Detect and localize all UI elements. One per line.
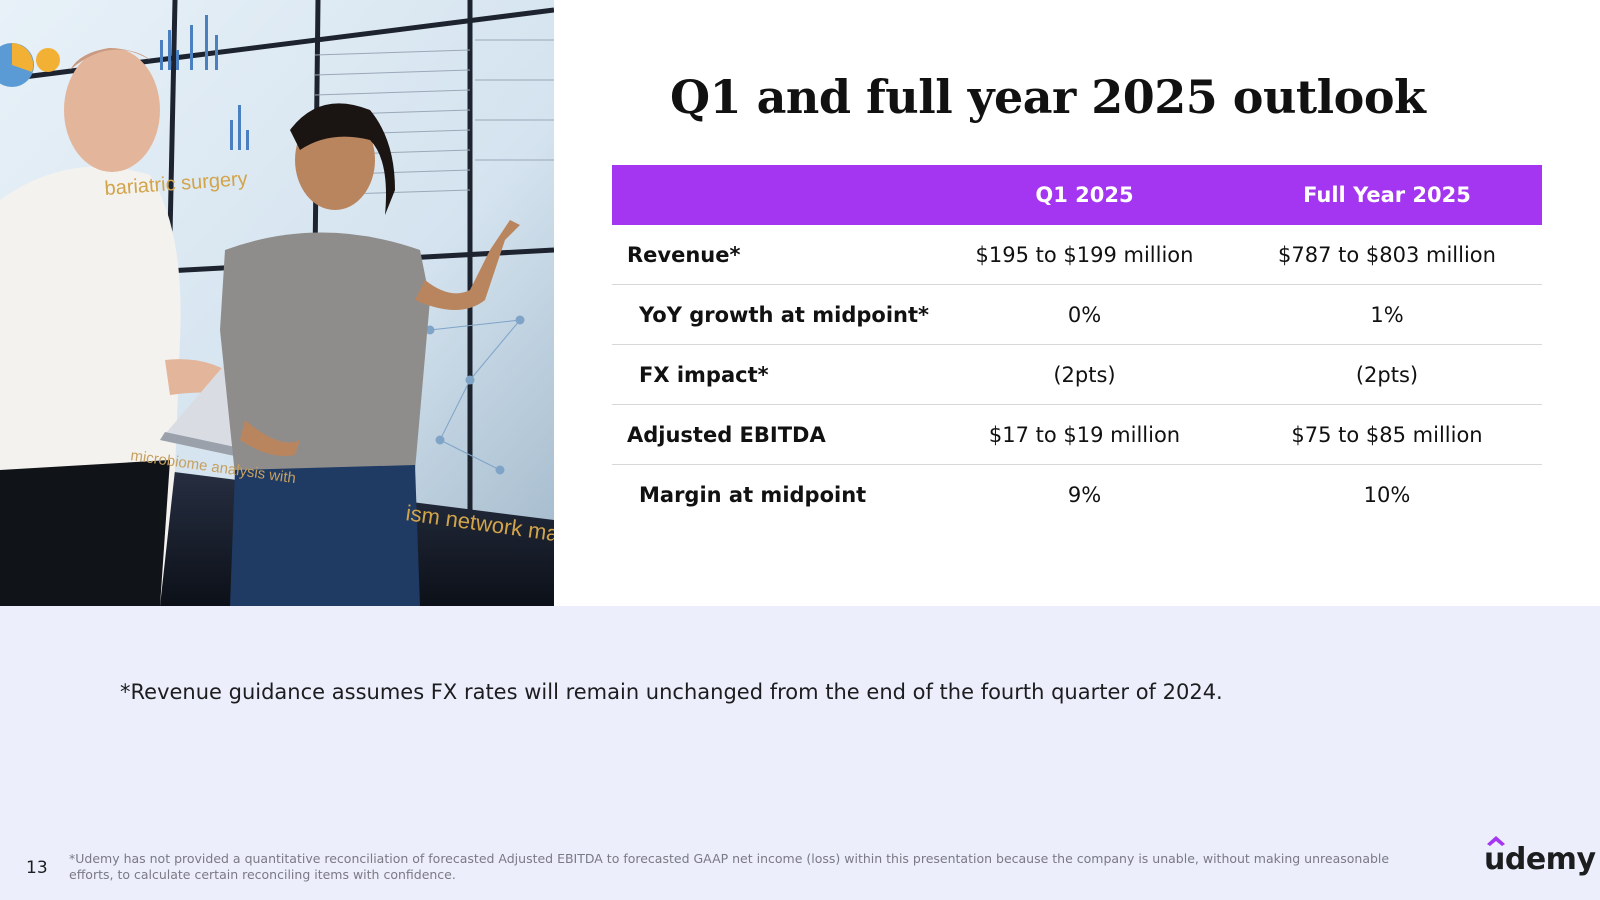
cell-fx-q1: (2pts)	[937, 344, 1232, 405]
slide-title: Q1 and full year 2025 outlook	[670, 70, 1426, 124]
hero-photo: bariatric surgery microbiome analysis wi…	[0, 0, 554, 606]
row-label-adjusted-ebitda: Adjusted EBITDA	[612, 404, 937, 465]
header-q1: Q1 2025	[937, 165, 1232, 225]
cell-ebitda-fy: $75 to $85 million	[1232, 404, 1542, 465]
row-label-revenue: Revenue*	[612, 225, 937, 285]
page-number: 13	[26, 858, 48, 878]
table-row: FX impact* (2pts) (2pts)	[612, 344, 1542, 405]
row-label-fx-impact: FX impact*	[612, 344, 937, 405]
cell-ebitda-q1: $17 to $19 million	[937, 404, 1232, 465]
cell-revenue-fy: $787 to $803 million	[1232, 225, 1542, 285]
revenue-guidance-note: *Revenue guidance assumes FX rates will …	[120, 680, 1223, 704]
row-label-yoy-growth: YoY growth at midpoint*	[612, 284, 937, 345]
row-label-margin: Margin at midpoint	[639, 482, 867, 507]
cell-yoy-fy: 1%	[1232, 284, 1542, 345]
table-row: Adjusted EBITDA $17 to $19 million $75 t…	[612, 404, 1542, 465]
footer-band	[0, 606, 1600, 900]
logo-wordmark: udemy	[1484, 842, 1596, 877]
cell-revenue-q1: $195 to $199 million	[937, 225, 1232, 285]
header-label	[612, 165, 937, 225]
table-row: YoY growth at midpoint* 0% 1%	[612, 284, 1542, 345]
table-row: Revenue* $195 to $199 million $787 to $8…	[612, 225, 1542, 285]
cell-margin-fy: 10%	[1363, 482, 1411, 507]
cell-margin-q1: 9%	[1067, 482, 1102, 507]
cell-yoy-q1: 0%	[937, 284, 1232, 345]
logo-hat-icon	[1487, 836, 1505, 846]
table-header-row: Q1 2025 Full Year 2025	[612, 165, 1542, 225]
disclaimer-text: *Udemy has not provided a quantitative r…	[69, 851, 1390, 882]
header-full-year: Full Year 2025	[1232, 165, 1542, 225]
udemy-logo: udemy	[1484, 836, 1596, 877]
table-row: Margin at midpoint 9% 10%	[612, 465, 1542, 525]
outlook-table: Q1 2025 Full Year 2025 Revenue* $195 to …	[612, 165, 1542, 524]
cell-fx-fy: (2pts)	[1232, 344, 1542, 405]
